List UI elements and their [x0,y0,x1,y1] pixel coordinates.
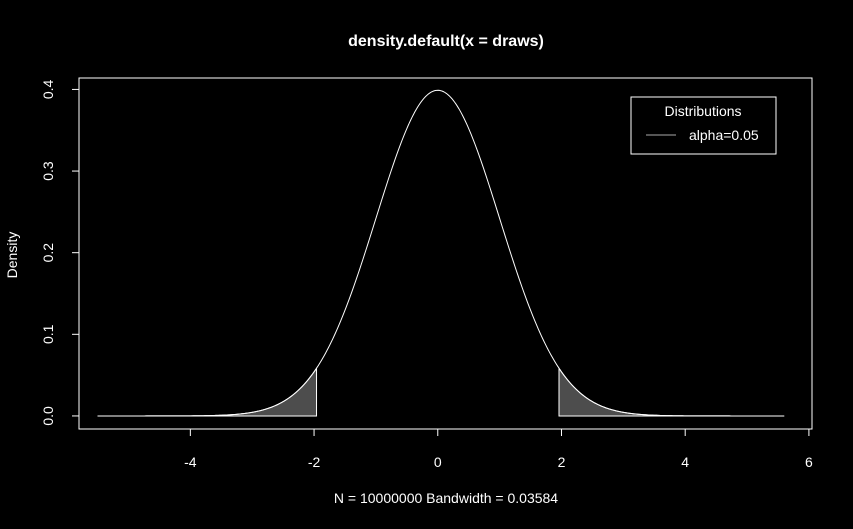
x-tick-label: 0 [434,454,442,470]
shaded-tail [97,366,318,417]
legend-entry-label: alpha=0.05 [689,127,759,143]
y-tick-label: 0.1 [40,324,56,344]
legend-box [630,96,777,155]
shaded-tail [558,366,785,417]
x-tick-label: 6 [805,454,813,470]
x-axis: -4 -2 0 2 4 6 [184,428,813,470]
x-tick-label: 4 [681,454,689,470]
y-tick-label: 0.0 [40,406,56,426]
y-tick-label: 0.3 [40,161,56,181]
y-tick-label: 0.4 [40,79,56,99]
density-curve [97,89,785,417]
density-curve-layer [97,89,785,417]
y-tick-label: 0.2 [40,243,56,263]
chart-title: density.default(x = draws) [348,33,544,50]
x-tick-label: -2 [308,454,321,470]
y-axis-label: Density [4,232,20,279]
legend: Distributions alpha=0.05 [630,96,777,155]
x-axis-label: N = 10000000 Bandwidth = 0.03584 [334,490,558,506]
x-tick-label: 2 [558,454,566,470]
y-axis: 0.0 0.1 0.2 0.3 0.4 [40,79,80,426]
x-tick-label: -4 [184,454,197,470]
legend-title: Distributions [664,103,741,119]
shaded-tail-regions [97,366,785,417]
